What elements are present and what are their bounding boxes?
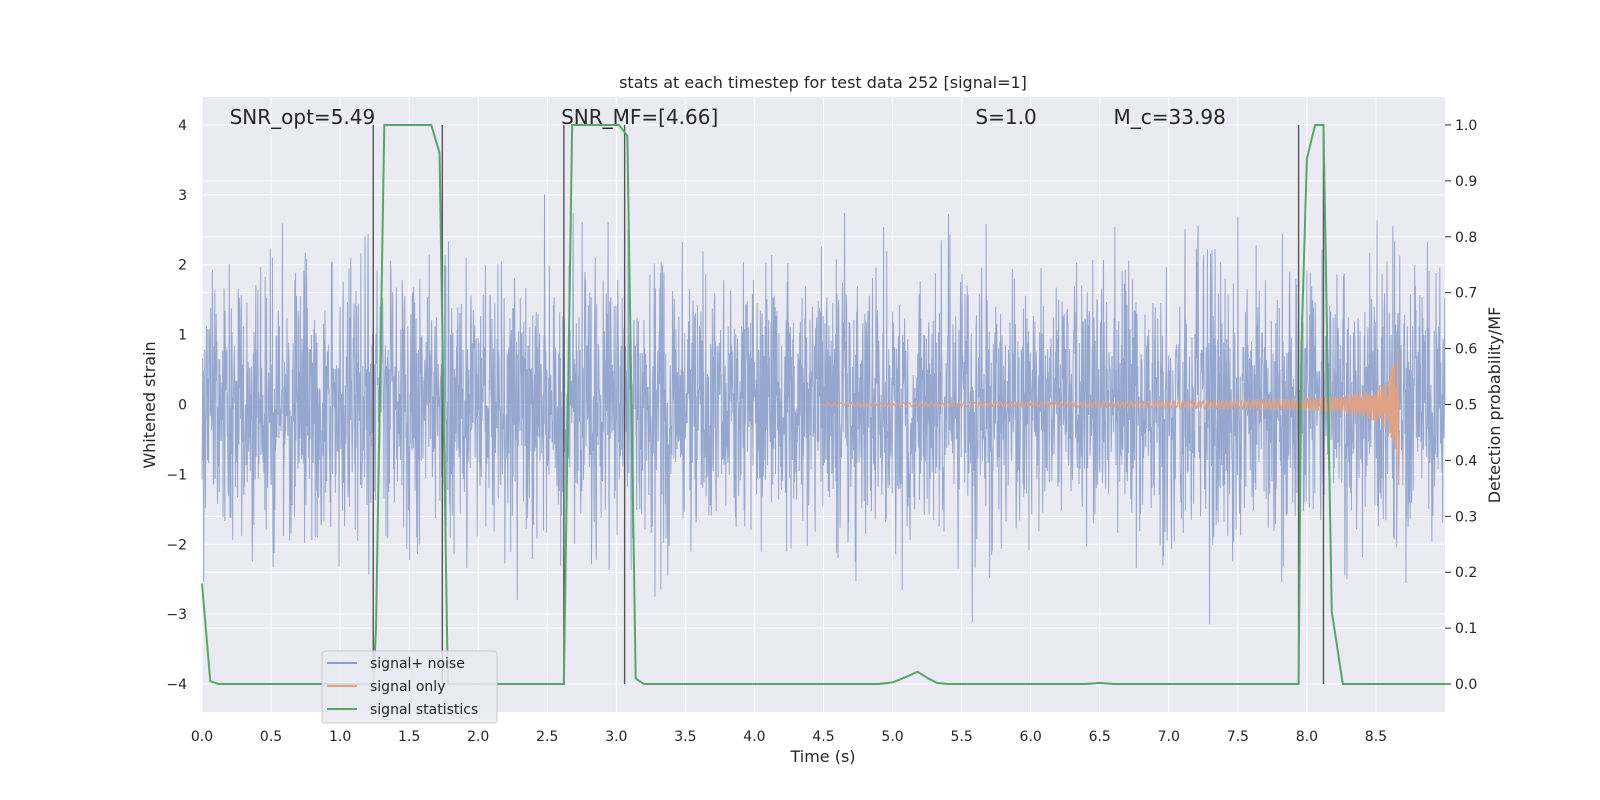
y-right-tick-label: 0.2 xyxy=(1455,565,1477,581)
x-tick-label: 1.5 xyxy=(398,729,420,745)
annotations: SNR_opt=5.49 SNR_MF=[4.66] S=1.0 M_c=33.98 xyxy=(230,105,1226,129)
y-right-tick-label: 1.0 xyxy=(1455,118,1477,134)
y-right-tick-label: 0.1 xyxy=(1455,621,1477,637)
annotation-3: M_c=33.98 xyxy=(1114,105,1226,129)
x-axis-label: Time (s) xyxy=(789,747,855,766)
y-right-tick-label: 0.0 xyxy=(1455,677,1477,693)
y-tick-label: −3 xyxy=(166,607,187,623)
annotation-1: SNR_MF=[4.66] xyxy=(561,105,718,129)
series-signal-plus-noise xyxy=(201,194,1446,625)
legend-box xyxy=(321,650,498,724)
y-right-tick-label: 0.5 xyxy=(1455,398,1477,414)
noise-line xyxy=(201,194,1446,625)
x-tick-label: 7.5 xyxy=(1227,729,1249,745)
x-tick-label: 2.5 xyxy=(536,729,558,745)
chirp-line xyxy=(822,350,1401,486)
y-tick-label: 2 xyxy=(178,258,187,274)
x-tick-label: 6.0 xyxy=(1020,729,1042,745)
y-axis-label-right: Detection probability/MF xyxy=(1485,307,1504,504)
vertical-markers xyxy=(372,124,1325,685)
x-tick-label: 5.5 xyxy=(950,729,972,745)
statistics-line xyxy=(201,123,1445,686)
legend-label-signal-plus-noise: signal+ noise xyxy=(370,656,465,672)
x-tick-label: 8.5 xyxy=(1365,729,1387,745)
y-ticks-right: 0.0 0.1 0.2 0.3 0.4 0.5 0.6 0.7 0.8 0.9 1.0 xyxy=(1445,118,1477,693)
y-right-tick-label: 0.7 xyxy=(1455,286,1477,302)
x-tick-label: 3.5 xyxy=(674,729,696,745)
y-tick-label: 4 xyxy=(178,118,187,134)
y-right-tick-label: 0.8 xyxy=(1455,230,1477,246)
x-ticks: 0.0 0.5 1.0 1.5 2.0 2.5 3.0 3.5 4.0 4.5 5.0 5.5 6.0 6… xyxy=(191,729,1387,745)
annotation-2: S=1.0 xyxy=(975,105,1036,129)
y-tick-label: 1 xyxy=(178,328,187,344)
x-tick-label: 4.0 xyxy=(743,729,765,745)
x-tick-label: 4.5 xyxy=(812,729,834,745)
y-tick-label: 3 xyxy=(178,188,187,204)
legend-label-signal-only: signal only xyxy=(370,679,445,695)
y-tick-label: −2 xyxy=(166,537,187,553)
x-tick-label: 6.5 xyxy=(1089,729,1111,745)
x-tick-label: 3.0 xyxy=(605,729,627,745)
chart-title: stats at each timestep for test data 252… xyxy=(619,73,1027,92)
x-tick-label: 8.0 xyxy=(1296,729,1318,745)
legend: signal+ noise signal only signal statist… xyxy=(321,650,498,724)
y-right-tick-label: 0.3 xyxy=(1455,509,1477,525)
y-tick-label: 0 xyxy=(178,398,187,414)
series-signal-only xyxy=(822,350,1401,486)
y-axis-label: Whitened strain xyxy=(140,341,159,468)
y-right-tick-label: 0.9 xyxy=(1455,174,1477,190)
annotation-0: SNR_opt=5.49 xyxy=(230,105,376,129)
x-tick-label: 0.0 xyxy=(191,729,213,745)
series-signal-statistics xyxy=(201,123,1445,686)
x-tick-label: 5.0 xyxy=(881,729,903,745)
y-right-tick-label: 0.6 xyxy=(1455,342,1477,358)
x-tick-label: 7.0 xyxy=(1158,729,1180,745)
y-tick-label: −1 xyxy=(166,467,187,483)
y-ticks-left: −4 −3 −2 −1 0 1 2 3 4 xyxy=(166,118,187,693)
legend-label-signal-statistics: signal statistics xyxy=(370,702,478,718)
y-tick-label: −4 xyxy=(166,677,187,693)
x-tick-label: 1.0 xyxy=(329,729,351,745)
x-tick-label: 0.5 xyxy=(260,729,282,745)
x-tick-label: 2.0 xyxy=(467,729,489,745)
y-right-tick-label: 0.4 xyxy=(1455,453,1477,469)
